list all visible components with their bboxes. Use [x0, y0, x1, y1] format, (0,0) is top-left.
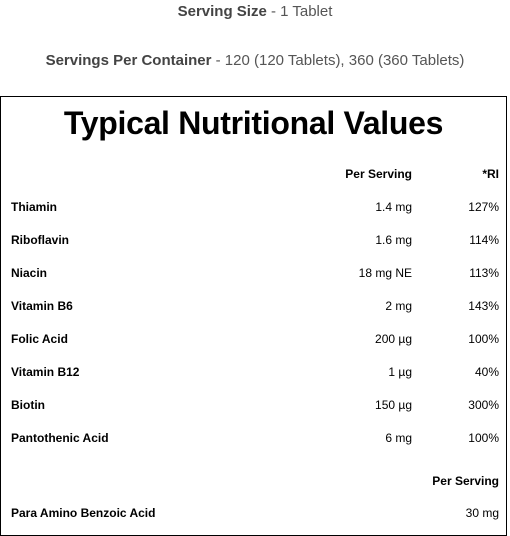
nutrient-name: Para Amino Benzoic Acid — [11, 506, 156, 520]
nutrient-ri: 114% — [469, 233, 499, 247]
second-per-serving-header: Per Serving — [432, 474, 499, 488]
nutrient-name: Riboflavin — [11, 233, 70, 247]
servings-per-value: - 120 (120 Tablets), 360 (360 Tablets) — [211, 52, 465, 69]
nutrient-amount: 6 mg — [385, 431, 412, 445]
per-serving-header: Per Serving — [345, 167, 412, 181]
ri-header: *RI — [482, 167, 499, 181]
nutrient-amount: 18 mg NE — [358, 266, 412, 280]
table-row: Niacin 18 mg NE 113% — [1, 266, 506, 282]
serving-size-value: - 1 Tablet — [266, 3, 333, 20]
nutrient-amount: 200 µg — [375, 332, 412, 346]
nutrient-ri: 100% — [468, 332, 499, 346]
nutrient-amount: 150 µg — [375, 398, 412, 412]
panel-title: Typical Nutritional Values — [63, 105, 444, 141]
table-row: Riboflavin 1.6 mg 114% — [1, 233, 506, 249]
table-header-row: Per Serving *RI — [1, 167, 506, 183]
table-row: Biotin 150 µg 300% — [1, 398, 506, 414]
nutrient-name: Thiamin — [11, 200, 58, 214]
table-row: Pantothenic Acid 6 mg 100% — [1, 431, 506, 447]
servings-per-container-line: Servings Per Container - 120 (120 Tablet… — [0, 52, 510, 69]
nutrient-name: Vitamin B6 — [11, 299, 73, 313]
nutrient-amount: 2 mg — [385, 299, 412, 313]
table-row: Thiamin 1.4 mg 127% — [1, 200, 506, 216]
nutrient-ri: 127% — [468, 200, 499, 214]
nutrient-amount: 1.4 mg — [375, 200, 412, 214]
serving-size-line: Serving Size - 1 Tablet — [0, 3, 510, 20]
nutrition-panel: Typical Nutritional Values Per Serving *… — [0, 96, 507, 536]
nutrient-ri: 40% — [474, 365, 499, 379]
nutrient-ri: 113% — [469, 266, 499, 280]
servings-per-label: Servings Per Container — [45, 52, 212, 69]
nutrient-name: Biotin — [11, 398, 45, 412]
nutrient-ri: 143% — [468, 299, 499, 313]
table-row: Folic Acid 200 µg 100% — [1, 332, 506, 348]
nutrient-name: Folic Acid — [11, 332, 68, 346]
nutrient-ri: 300% — [468, 398, 499, 412]
table-row: Vitamin B6 2 mg 143% — [1, 299, 506, 315]
nutrient-amount: 30 mg — [465, 506, 499, 520]
nutrient-amount: 1 µg — [388, 365, 412, 379]
nutrient-ri: 100% — [468, 431, 499, 445]
nutrient-name: Pantothenic Acid — [11, 431, 109, 445]
serving-size-label: Serving Size — [177, 3, 267, 20]
table-row: Para Amino Benzoic Acid 30 mg — [1, 506, 506, 522]
nutrient-amount: 1.6 mg — [375, 233, 412, 247]
nutrient-name: Vitamin B12 — [11, 365, 80, 379]
table-row: Vitamin B12 1 µg 40% — [1, 365, 506, 381]
nutrient-name: Niacin — [11, 266, 48, 280]
